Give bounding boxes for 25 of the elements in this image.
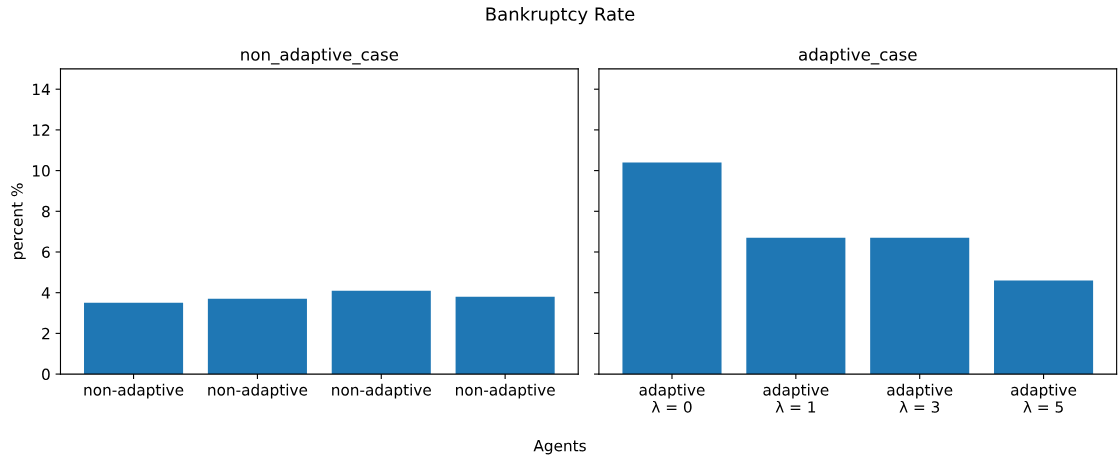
y-tick-label: 0 [42, 368, 50, 381]
x-axis-title: Agents [533, 440, 586, 455]
chart-title: adaptive_case [799, 47, 917, 65]
chart-title: non_adaptive_case [241, 47, 399, 65]
x-tick-label: adaptive λ = 5 [1011, 383, 1077, 413]
x-tick-label: non-adaptive [332, 383, 431, 399]
y-tick-label: 8 [42, 205, 50, 218]
bar [207, 298, 307, 375]
y-tick-label: 12 [32, 124, 50, 136]
x-tick-label: non-adaptive [208, 383, 308, 399]
x-tick-label: adaptive λ = 3 [887, 383, 953, 413]
bar [84, 302, 184, 375]
text: Bankruptcy Rate [486, 6, 635, 25]
bar [455, 296, 555, 375]
bar [331, 290, 431, 375]
x-tick-label: adaptive λ = 0 [639, 383, 705, 413]
x-tick-label: non-adaptive [84, 383, 184, 399]
y-tick-label: 6 [42, 246, 50, 259]
x-tick-label: non-adaptive [456, 383, 555, 399]
y-tick-label: 14 [32, 83, 50, 95]
x-tick-label: adaptive λ = 1 [763, 383, 829, 413]
y-axis-title: percent % [11, 183, 26, 260]
y-tick-label: 2 [42, 327, 50, 340]
y-tick-label: 4 [41, 287, 50, 299]
y-tick-label: 10 [32, 165, 50, 177]
